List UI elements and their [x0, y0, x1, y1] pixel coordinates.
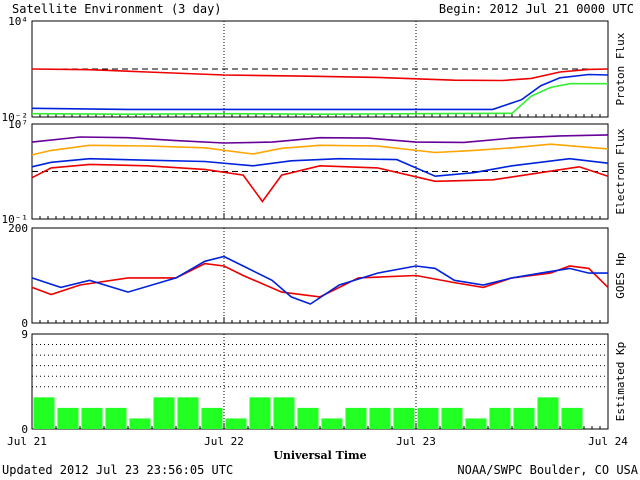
kp-bar: [81, 407, 103, 429]
y-tick-label: 10⁻²: [2, 111, 29, 124]
kp-bar: [33, 397, 55, 429]
y-tick-label: 0: [21, 317, 28, 330]
kp-bar: [441, 407, 463, 429]
updated-timestamp: Updated 2012 Jul 23 23:56:05 UTC: [2, 463, 234, 477]
kp-bar: [249, 397, 271, 429]
series-line-orange: [31, 143, 609, 156]
series-line-blue: [31, 73, 609, 111]
begin-time: Begin: 2012 Jul 21 0000 UTC: [438, 2, 634, 16]
series-line-red: [31, 163, 609, 203]
y-tick-label: 10⁷: [8, 118, 28, 131]
y-tick-label: 200: [8, 222, 28, 235]
kp-bar: [105, 407, 127, 429]
y-tick-label: 10⁻¹: [2, 213, 29, 226]
series-line-green: [31, 82, 608, 116]
series-line-blue: [31, 157, 609, 178]
series-line-red: [31, 262, 609, 298]
kp-bar: [489, 407, 511, 429]
x-tick-label: Jul 22: [204, 435, 244, 448]
panel-title: Electron Flux: [614, 128, 627, 214]
series-line-purple: [31, 134, 609, 144]
x-tick-label: Jul 23: [396, 435, 436, 448]
series-line-red: [31, 68, 609, 82]
kp-bar: [129, 418, 151, 429]
panel-title: Estimated Kp: [614, 342, 627, 421]
kp-bar: [369, 407, 391, 429]
y-tick-label: 9: [21, 328, 28, 341]
kp-bar: [177, 397, 199, 429]
kp-bar: [537, 397, 559, 429]
y-tick-label: 10⁴: [8, 15, 28, 28]
kp-bar: [345, 407, 367, 429]
panel-title: Proton Flux: [614, 32, 627, 105]
kp-bar: [153, 397, 175, 429]
x-tick-label: Jul 21: [7, 435, 47, 448]
kp-bar: [417, 407, 439, 429]
kp-bar: [393, 407, 415, 429]
x-axis-title: Universal Time: [273, 449, 366, 462]
kp-bar: [561, 407, 583, 429]
kp-bar: [273, 397, 295, 429]
kp-bar: [513, 407, 535, 429]
kp-bar: [297, 407, 319, 429]
panel-frame: [31, 20, 609, 118]
kp-bar: [225, 418, 247, 429]
data-source: NOAA/SWPC Boulder, CO USA: [457, 463, 638, 477]
series-line-blue: [31, 255, 608, 305]
kp-bar: [201, 407, 223, 429]
panel-title: GOES Hp: [614, 252, 627, 298]
kp-bar: [321, 418, 343, 429]
x-tick-label: Jul 24: [588, 435, 628, 448]
chart-title: Satellite Environment (3 day): [12, 2, 222, 16]
kp-bar: [465, 418, 487, 429]
y-tick-label: 0: [21, 423, 28, 436]
kp-bar: [57, 407, 79, 429]
